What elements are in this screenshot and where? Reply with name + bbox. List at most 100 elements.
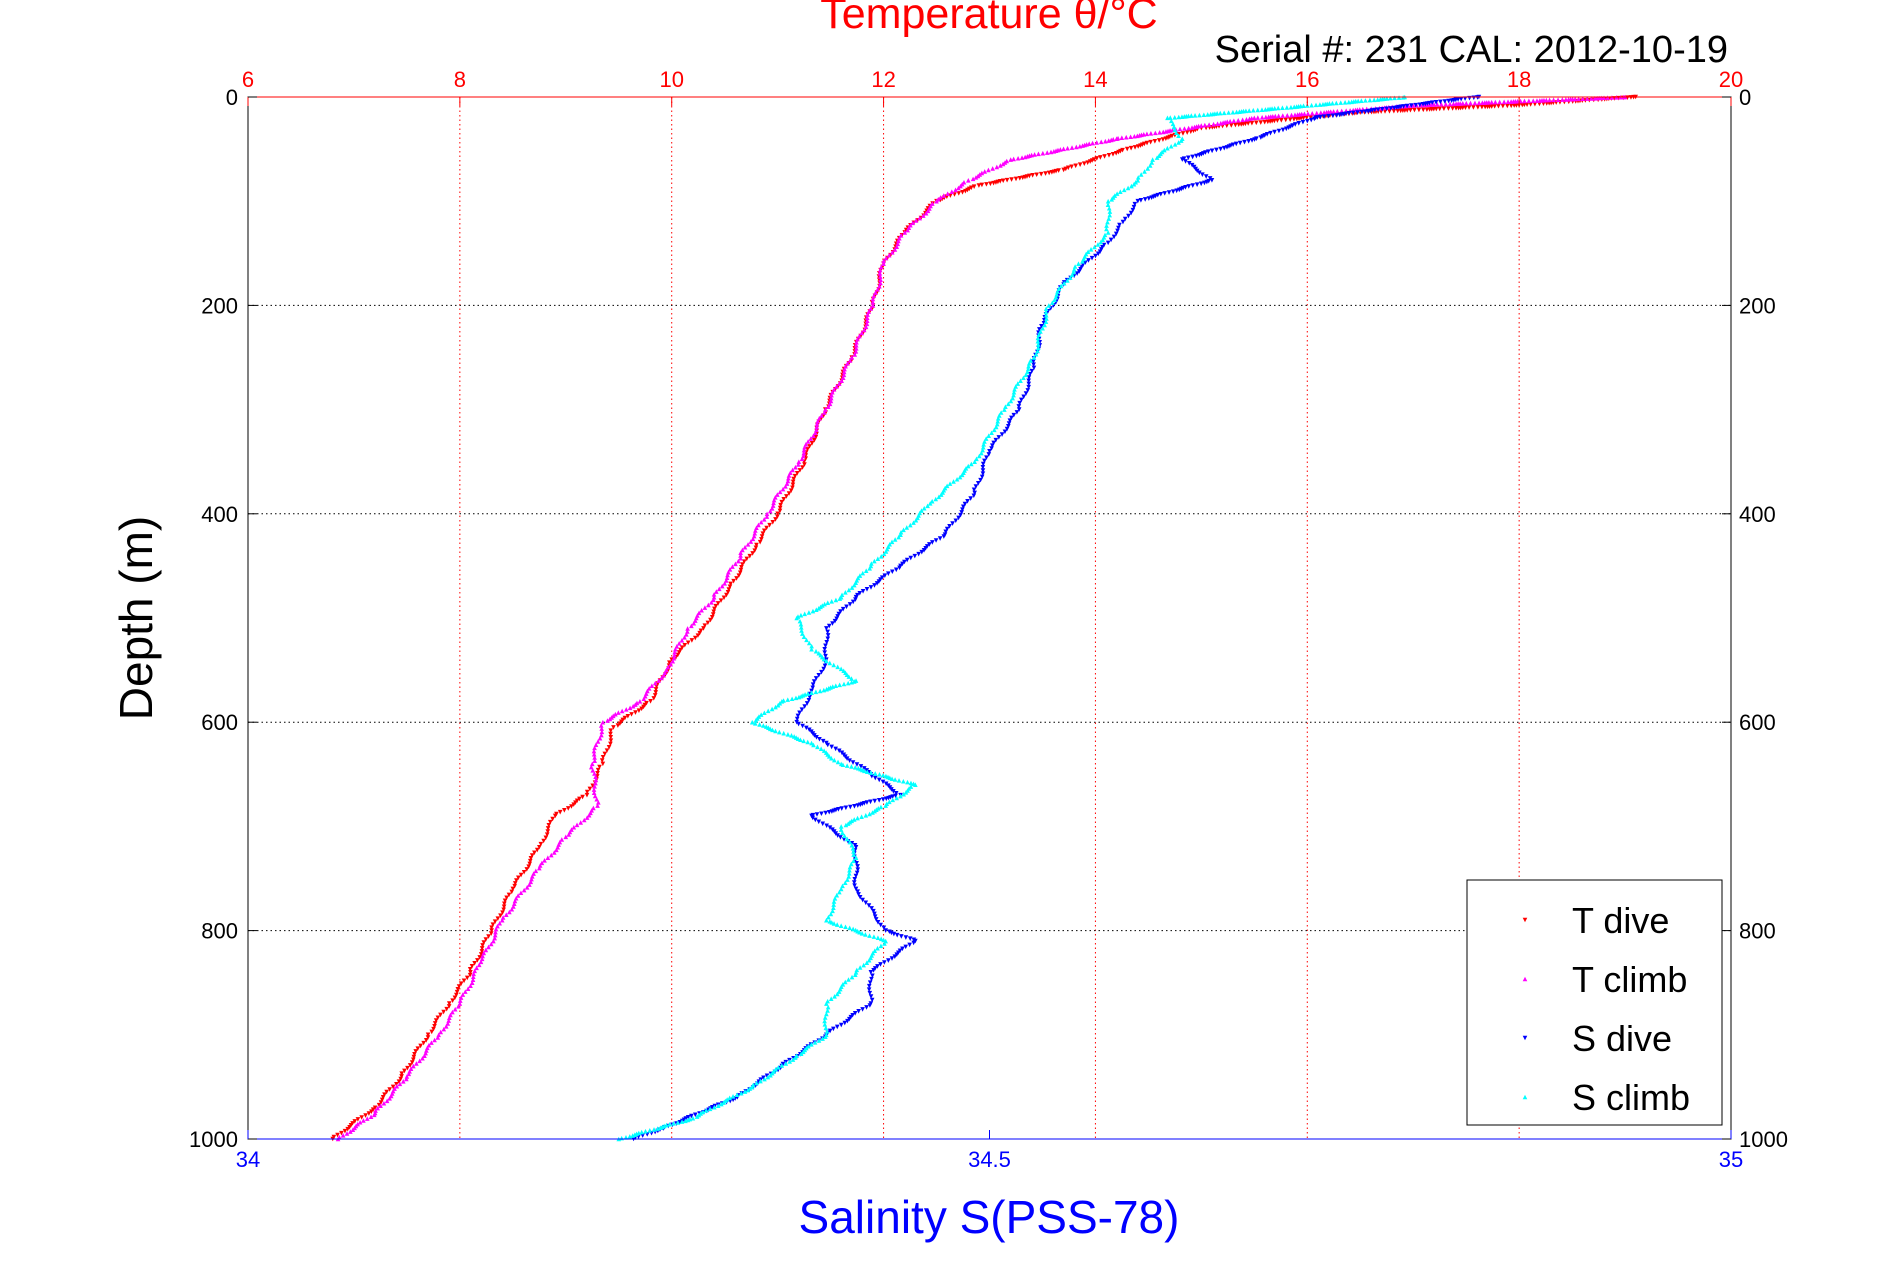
data-point	[1107, 212, 1113, 218]
data-point	[702, 623, 708, 628]
data-point	[1002, 429, 1008, 435]
data-point	[978, 477, 983, 483]
data-point	[847, 867, 852, 873]
data-point	[352, 1119, 358, 1124]
data-point	[1551, 97, 1556, 103]
data-point	[894, 795, 899, 801]
data-point	[1023, 372, 1029, 378]
data-point	[1180, 131, 1186, 136]
data-point	[1123, 134, 1129, 140]
data-point	[1106, 138, 1112, 143]
data-point	[1095, 242, 1101, 247]
data-point	[652, 680, 658, 686]
data-point	[874, 581, 880, 586]
data-point	[1172, 114, 1178, 120]
data-point	[475, 958, 480, 963]
data-point	[765, 1074, 771, 1080]
data-point	[711, 594, 717, 600]
data-point	[851, 858, 856, 864]
data-point	[1480, 100, 1485, 105]
data-point	[960, 507, 965, 512]
data-point	[1038, 329, 1043, 334]
data-point	[1528, 102, 1533, 107]
data-point	[789, 696, 795, 702]
data-point	[592, 745, 597, 751]
data-point	[1093, 253, 1098, 259]
data-point	[584, 789, 590, 795]
data-point	[1391, 108, 1397, 114]
data-point	[872, 798, 878, 804]
data-point	[580, 794, 585, 800]
data-point	[1186, 125, 1191, 131]
data-point	[841, 369, 847, 375]
data-point	[881, 925, 887, 931]
data-point	[1190, 154, 1195, 160]
data-point	[969, 461, 974, 467]
data-point	[814, 607, 819, 612]
data-point	[982, 439, 987, 444]
data-point	[937, 536, 943, 541]
data-point	[450, 998, 455, 1003]
data-point	[771, 497, 777, 503]
data-point	[1308, 115, 1314, 120]
data-point	[972, 490, 977, 496]
data-point	[1130, 207, 1136, 213]
tick-label-temperature: 10	[659, 67, 683, 92]
data-point	[500, 910, 505, 916]
tick-label-depth-right: 0	[1739, 85, 1751, 110]
data-point	[868, 306, 874, 311]
data-point	[446, 1004, 452, 1009]
data-point	[591, 805, 596, 811]
data-point	[1284, 112, 1290, 118]
data-point	[840, 883, 845, 889]
data-point	[643, 1128, 648, 1134]
data-point	[712, 606, 717, 612]
data-point	[750, 1082, 756, 1088]
data-point	[1046, 170, 1052, 176]
data-point	[849, 355, 855, 360]
data-point	[786, 491, 792, 496]
data-point	[813, 430, 818, 436]
data-point	[827, 660, 833, 666]
data-point	[899, 934, 904, 939]
data-point	[646, 686, 652, 691]
data-point	[930, 540, 935, 545]
data-point	[1203, 174, 1209, 179]
data-point	[414, 1061, 419, 1066]
data-point	[868, 799, 873, 805]
data-point	[1002, 407, 1007, 412]
data-point	[524, 867, 530, 872]
data-point	[357, 1119, 363, 1125]
data-point	[1375, 107, 1381, 112]
data-point	[858, 764, 864, 769]
data-point	[595, 739, 601, 744]
data-point	[406, 1071, 412, 1077]
data-point	[595, 803, 600, 808]
data-point	[984, 455, 989, 460]
data-point	[432, 1023, 437, 1029]
data-point	[1063, 166, 1069, 172]
data-point	[829, 392, 834, 398]
data-point	[872, 558, 877, 564]
data-point	[852, 972, 858, 977]
data-point	[1320, 102, 1326, 107]
data-point	[750, 551, 755, 556]
data-point	[753, 545, 759, 551]
data-point	[875, 964, 880, 969]
data-point	[483, 947, 489, 953]
data-point	[593, 774, 598, 780]
data-point	[679, 638, 685, 643]
data-point	[991, 427, 997, 433]
y-axis-label: Depth (m)	[110, 516, 162, 720]
data-point	[1135, 198, 1141, 204]
data-point	[467, 972, 473, 978]
data-point	[1102, 154, 1107, 159]
data-point	[1589, 96, 1594, 101]
data-point	[758, 1078, 763, 1084]
data-point	[1051, 149, 1057, 154]
data-point	[633, 710, 638, 715]
data-point	[1305, 111, 1311, 116]
data-point	[849, 861, 854, 867]
data-point	[921, 505, 927, 511]
data-point	[767, 522, 772, 528]
